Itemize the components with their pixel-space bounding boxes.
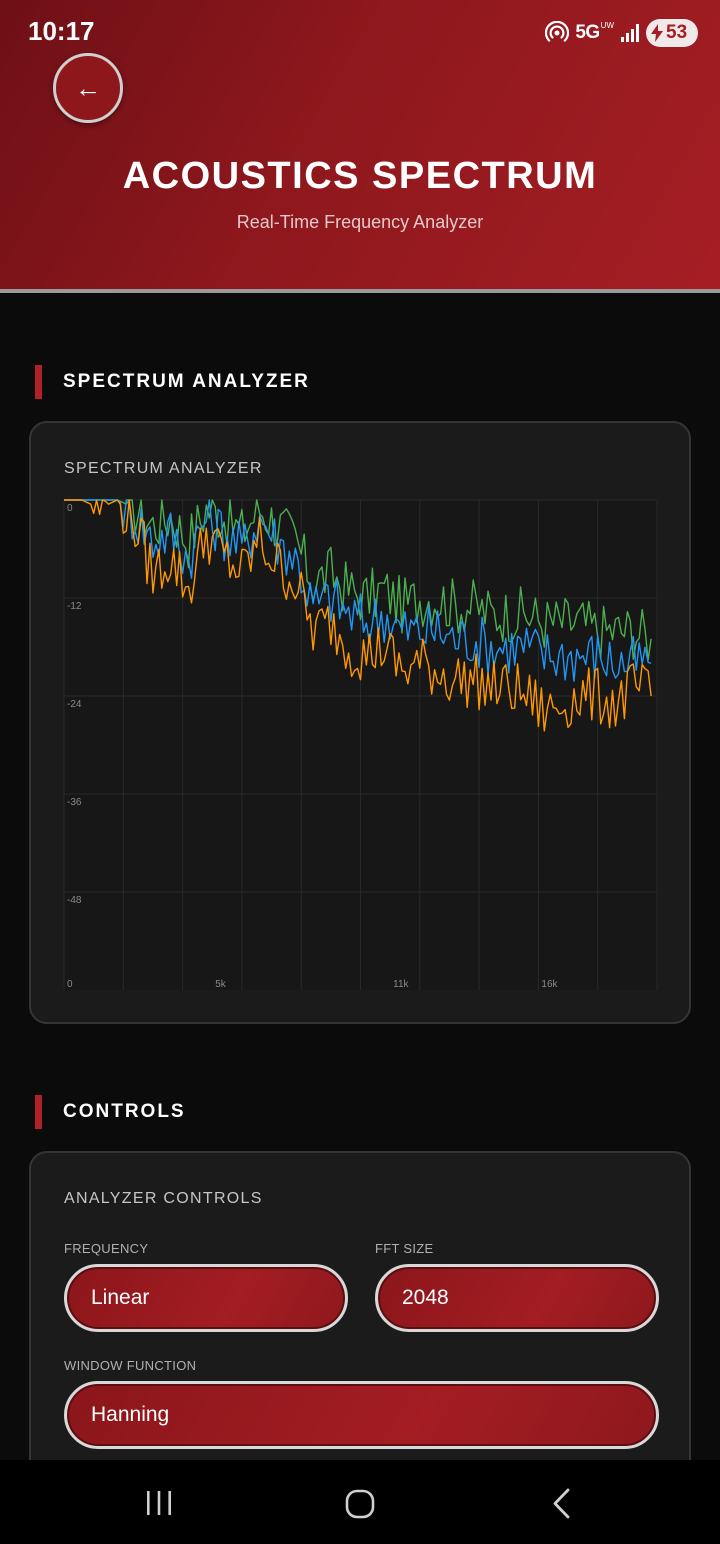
home-icon[interactable] (342, 1486, 378, 1522)
x-tick-label: 5k (215, 979, 227, 990)
spectrum-chart: 0 -12 -24 -36 -48 0 5k 11k 16k (63, 499, 658, 990)
y-tick-label: -36 (67, 797, 82, 808)
header-divider (0, 289, 720, 293)
frequency-select[interactable]: Linear (64, 1264, 348, 1332)
section-accent-bar (35, 365, 42, 399)
back-arrow-icon: ← (75, 72, 101, 103)
page-subtitle: Real-Time Frequency Analyzer (236, 212, 484, 232)
recent-apps-icon[interactable] (141, 1486, 177, 1522)
x-tick-label: 0 (67, 979, 73, 990)
spectrum-card: SPECTRUM ANALYZER 0 -12 -24 -36 -48 0 5k 11k 16k (29, 421, 691, 1024)
y-tick-label: -48 (67, 895, 82, 906)
hotspot-icon (545, 21, 570, 42)
frequency-value: Linear (91, 1286, 150, 1309)
fft-size-select[interactable]: 2048 (375, 1264, 659, 1332)
controls-card: ANALYZER CONTROLS FREQUENCY Linear FFT S… (29, 1151, 691, 1481)
spectrum-series-line (64, 499, 652, 661)
window-function-select[interactable]: Hanning (64, 1381, 659, 1449)
back-nav-icon[interactable] (544, 1486, 580, 1522)
fft-size-value: 2048 (402, 1286, 449, 1309)
spectrum-series-line (64, 499, 652, 732)
network-type: 5GUW (575, 21, 614, 44)
section-accent-bar (35, 1095, 42, 1129)
spectrum-section-header: SPECTRUM ANALYZER (35, 365, 310, 399)
spectrum-section-label: SPECTRUM ANALYZER (63, 371, 310, 392)
y-tick-label: 0 (67, 503, 73, 514)
window-function-value: Hanning (91, 1403, 170, 1426)
system-nav-bar (0, 1460, 720, 1544)
y-tick-label: -24 (67, 699, 82, 710)
app-header (0, 0, 720, 290)
charging-icon (651, 24, 663, 42)
spectrum-series-line (64, 499, 652, 682)
back-button[interactable]: ← (53, 53, 123, 123)
controls-card-title: ANALYZER CONTROLS (64, 1190, 263, 1207)
status-icons: 5GUW 53 (545, 18, 698, 48)
battery-level: 53 (666, 22, 688, 43)
fft-size-label: FFT SIZE (375, 1241, 434, 1256)
window-function-label: WINDOW FUNCTION (64, 1358, 197, 1373)
frequency-label: FREQUENCY (64, 1241, 149, 1256)
x-tick-label: 16k (541, 979, 558, 990)
spectrum-card-title: SPECTRUM ANALYZER (64, 460, 263, 477)
page-title: ACOUSTICS SPECTRUM (122, 155, 598, 197)
signal-icon (621, 24, 639, 42)
controls-section-label: CONTROLS (63, 1101, 186, 1122)
x-tick-label: 11k (393, 979, 409, 990)
battery-indicator: 53 (646, 19, 698, 47)
y-tick-label: -12 (67, 601, 82, 612)
status-time: 10:17 (28, 16, 95, 46)
controls-section-header: CONTROLS (35, 1095, 186, 1129)
